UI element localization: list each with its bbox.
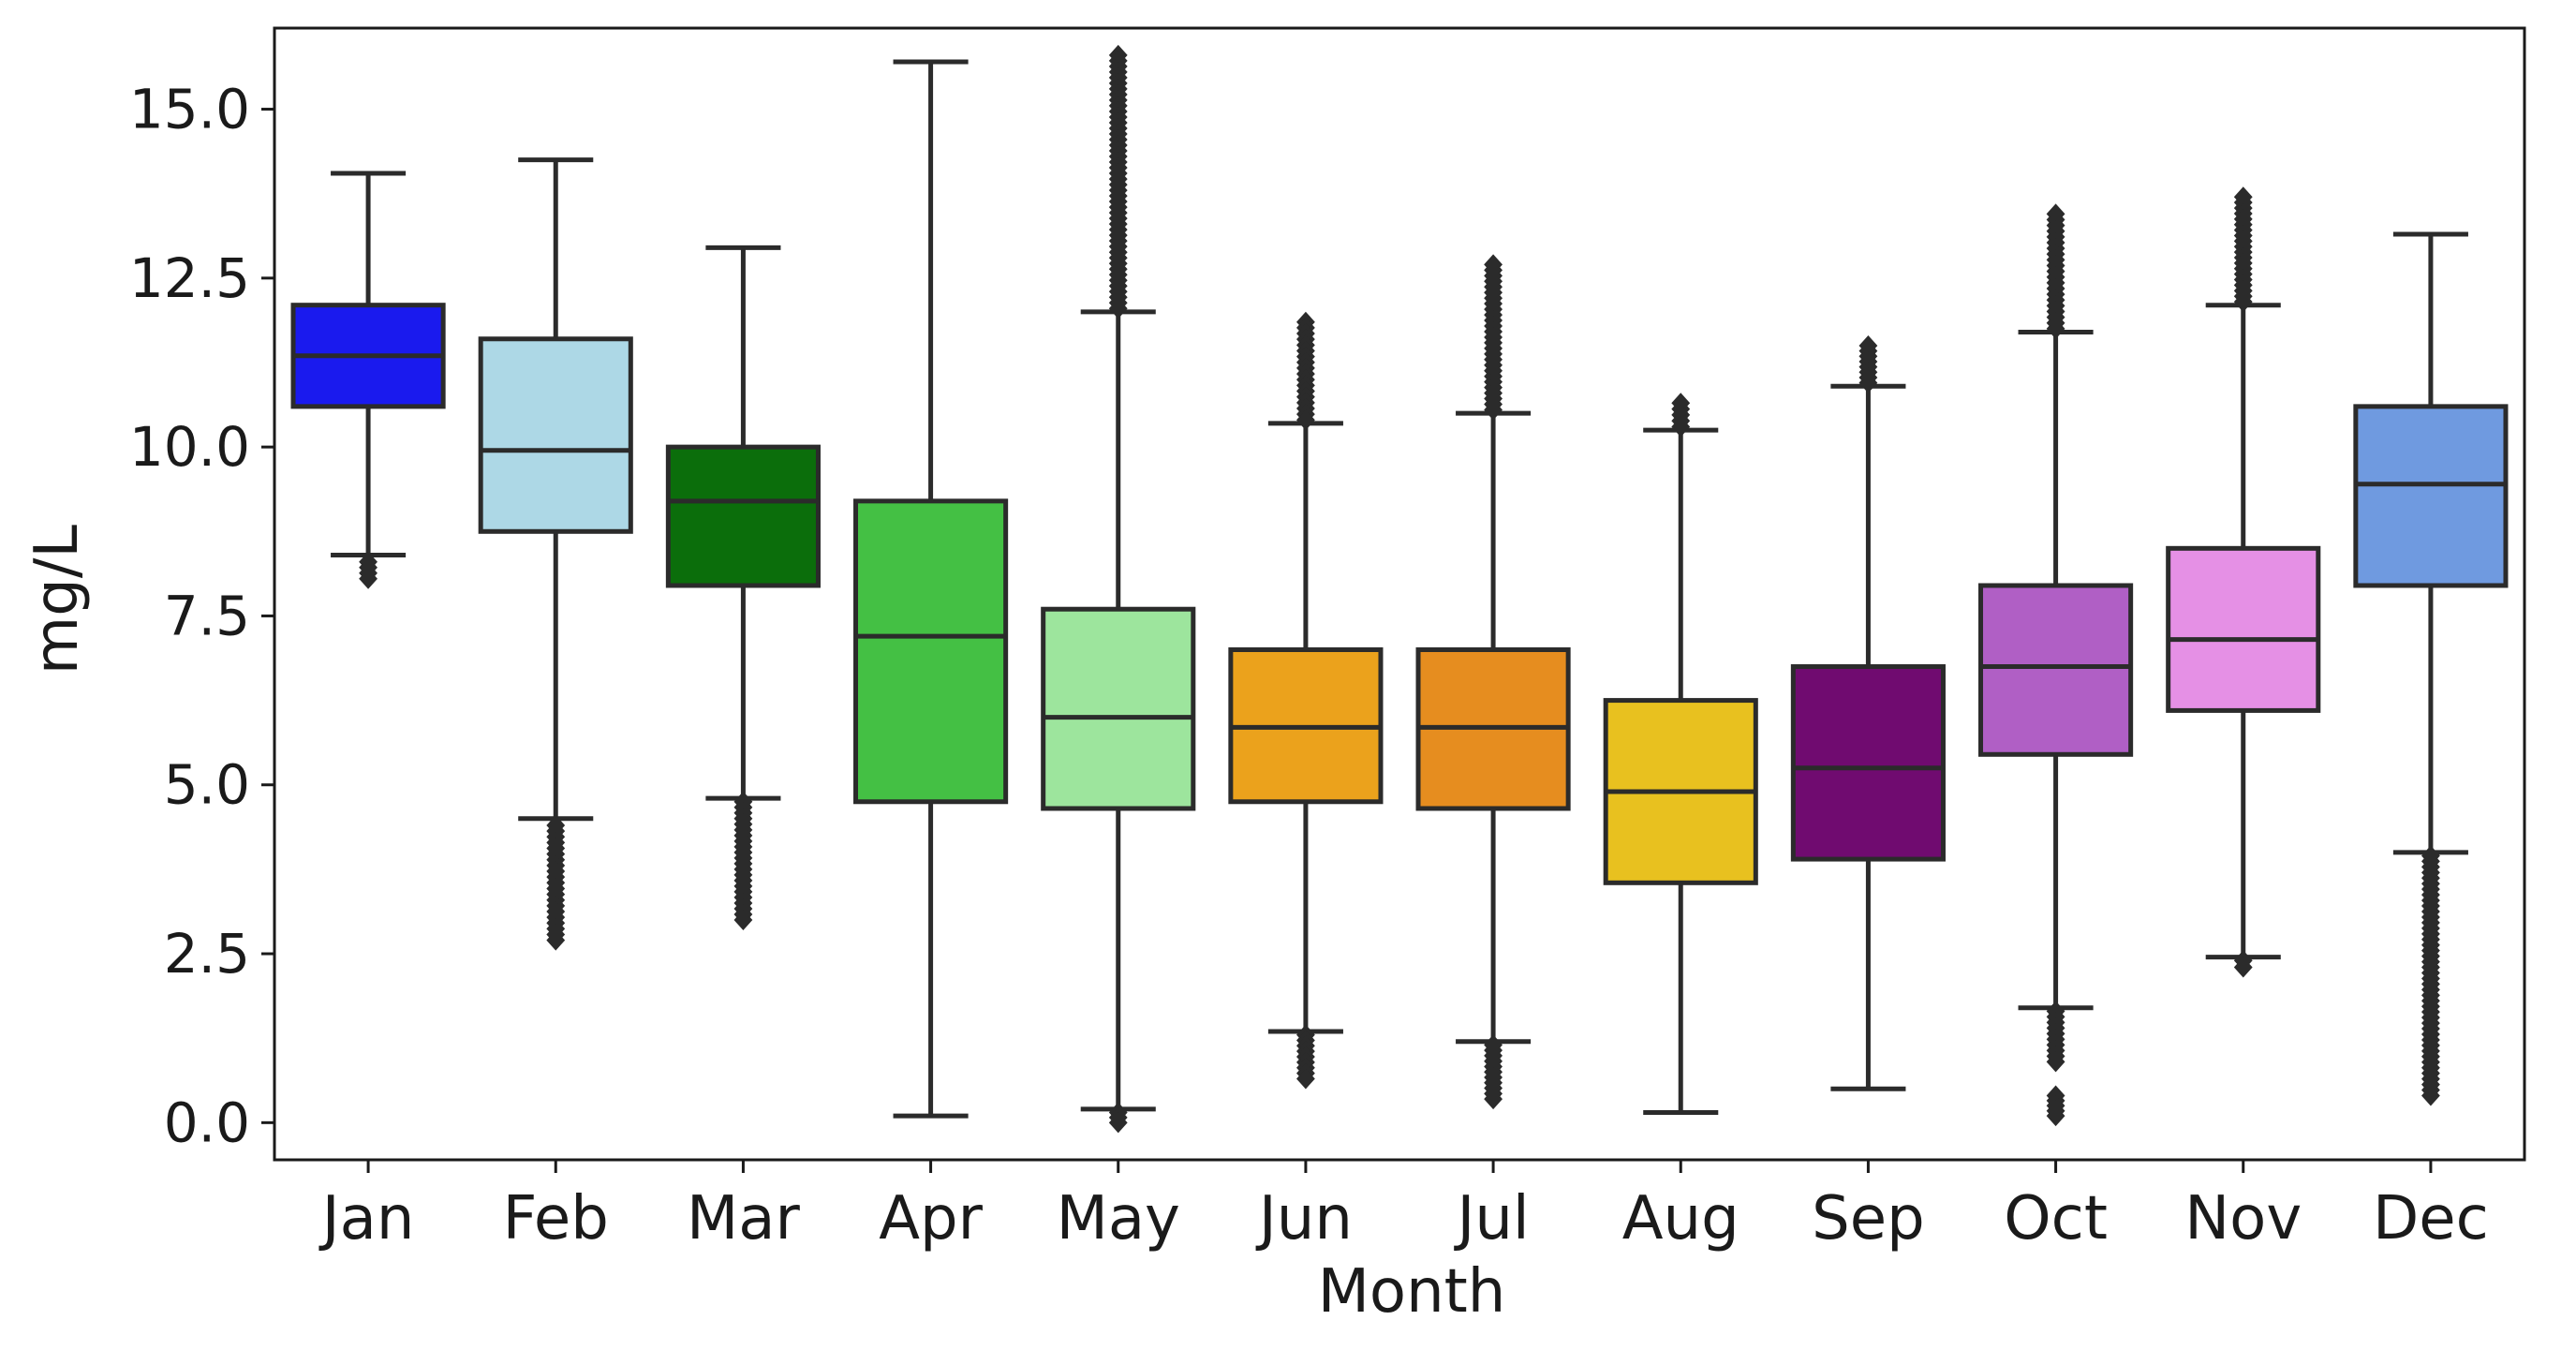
x-tick-label: Apr — [879, 1184, 983, 1254]
x-tick-label: Feb — [503, 1184, 609, 1254]
outlier-point — [2046, 318, 2065, 339]
x-tick-label: Dec — [2373, 1184, 2489, 1254]
x-tick-label: Jun — [1255, 1184, 1353, 1254]
y-tick-label: 7.5 — [164, 584, 250, 647]
outlier-point — [2233, 291, 2253, 313]
box-jun — [1228, 311, 1384, 1090]
outlier-point — [1296, 1068, 1315, 1090]
box-dec — [2353, 231, 2509, 1106]
x-axis-title: Month — [1318, 1257, 1506, 1327]
y-tick-label: 0.0 — [164, 1090, 250, 1154]
box-mar — [665, 245, 821, 930]
outlier-point — [546, 929, 566, 951]
box-feb — [478, 157, 633, 951]
outlier-point — [1858, 372, 1878, 393]
iqr-box — [1790, 664, 1946, 862]
outlier-point — [2421, 1085, 2440, 1106]
x-tick-label: Jan — [318, 1184, 415, 1254]
box-may — [1041, 44, 1196, 1134]
box-sep — [1790, 334, 1946, 1091]
iqr-box — [478, 336, 633, 534]
box-jul — [1415, 254, 1571, 1110]
iqr-box — [2166, 545, 2321, 713]
y-tick-label: 5.0 — [164, 753, 250, 817]
outlier-point — [1296, 409, 1315, 431]
y-axis: 0.0 2.5 5.0 7.5 10.0 12.5 15.0 — [129, 78, 274, 1154]
iqr-box — [2353, 404, 2509, 588]
x-tick-label: Nov — [2184, 1184, 2302, 1254]
iqr-box — [1041, 606, 1196, 811]
y-tick-label: 2.5 — [164, 922, 250, 986]
x-tick-label: Sep — [1812, 1184, 1925, 1254]
outlier-point — [1484, 1089, 1503, 1110]
outlier-point — [2046, 1105, 2065, 1127]
y-axis-title: mg/L — [22, 525, 92, 675]
outlier-point — [1671, 416, 1691, 438]
iqr-box — [665, 444, 821, 588]
y-tick-label: 10.0 — [129, 415, 250, 479]
y-tick-label: 12.5 — [129, 246, 250, 310]
x-tick-label: May — [1057, 1184, 1180, 1254]
outlier-point — [2233, 957, 2253, 978]
outlier-point — [733, 909, 753, 930]
x-tick-label: Mar — [687, 1184, 800, 1254]
box-jan — [290, 171, 446, 589]
outlier-point — [1484, 399, 1503, 421]
axes-frame — [273, 26, 2526, 1162]
x-tick-label: Oct — [2004, 1184, 2108, 1254]
outlier-point — [1108, 1112, 1128, 1134]
iqr-box — [853, 498, 1009, 805]
y-tick-label: 15.0 — [129, 78, 250, 141]
x-axis: Jan Feb Mar Apr May Jun Jul Aug Sep Oct Nov Dec — [318, 1160, 2489, 1254]
plot-area — [290, 44, 2509, 1134]
box-nov — [2166, 186, 2321, 978]
outlier-point — [1108, 298, 1128, 319]
box-aug — [1603, 393, 1758, 1116]
x-tick-label: Jul — [1453, 1184, 1529, 1254]
iqr-box — [1978, 583, 2134, 757]
box-apr — [853, 59, 1009, 1119]
outlier-point — [2046, 1051, 2065, 1073]
box-oct — [1978, 203, 2134, 1127]
x-tick-label: Aug — [1622, 1184, 1740, 1254]
outlier-point — [359, 568, 378, 589]
